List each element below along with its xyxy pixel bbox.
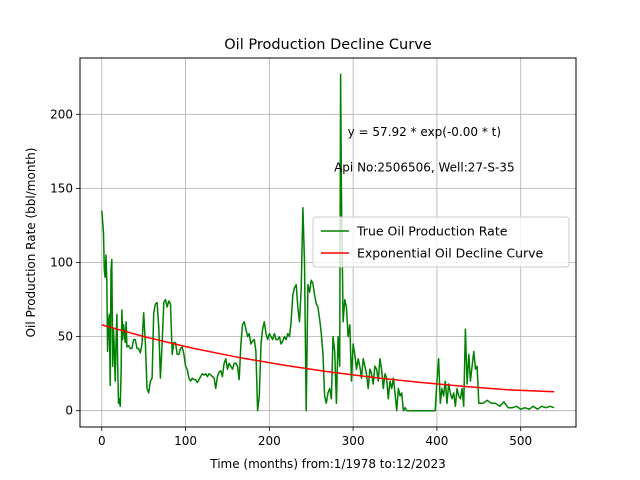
x-axis-label: Time (months) from:1/1978 to:12/2023 (209, 457, 446, 471)
y-axis: 0 50 100 150 200 (50, 107, 80, 418)
x-tick-label: 200 (258, 434, 281, 448)
legend: True Oil Production Rate Exponential Oil … (312, 216, 570, 268)
y-tick-label: 150 (50, 181, 73, 195)
legend-box (312, 216, 570, 268)
x-tick-label: 0 (98, 434, 106, 448)
y-tick-label: 50 (58, 330, 73, 344)
annotation-well-info: Api No:2506506, Well:27-S-35 (334, 161, 514, 175)
x-tick-label: 400 (425, 434, 448, 448)
series-line-true-oil-production (101, 73, 555, 412)
annotations: y = 57.92 * exp(-0.00 * t) Api No:2506506… (334, 125, 514, 175)
y-tick-label: 0 (65, 404, 73, 418)
legend-entry-label: Exponential Oil Decline Curve (357, 246, 544, 261)
y-tick-label: 200 (50, 107, 73, 121)
y-tick-label: 100 (50, 256, 73, 270)
legend-entry-label: True Oil Production Rate (356, 224, 508, 239)
x-axis: 0 100 200 300 400 500 (98, 427, 532, 448)
x-tick-label: 100 (174, 434, 197, 448)
x-tick-label: 500 (509, 434, 532, 448)
x-tick-label: 300 (342, 434, 365, 448)
chart-title: Oil Production Decline Curve (224, 37, 432, 53)
y-axis-label: Oil Production Rate (bbl/month) (24, 148, 38, 338)
plot-frame (79, 57, 577, 428)
plot-series-group (101, 73, 555, 412)
annotation-equation: y = 57.92 * exp(-0.00 * t) (348, 125, 501, 139)
series-line-exponential-decline (101, 324, 555, 393)
